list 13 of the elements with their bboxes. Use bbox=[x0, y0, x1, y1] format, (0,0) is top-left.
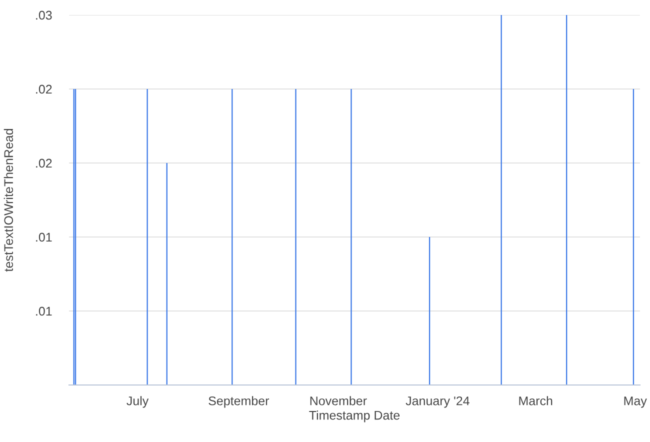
y-tick-label: .03 bbox=[36, 10, 52, 20]
x-tick-label: January '24 bbox=[406, 396, 470, 408]
y-tick-label: .02 bbox=[36, 84, 52, 94]
x-tick-label: July bbox=[126, 396, 149, 408]
x-axis-title: Timestamp Date bbox=[309, 410, 400, 422]
x-tick-label: March bbox=[519, 396, 552, 406]
x-tick-label: November bbox=[310, 396, 367, 406]
y-tick-label: .01 bbox=[36, 232, 52, 242]
x-tick-label: May bbox=[624, 396, 647, 408]
x-tick-label: September bbox=[208, 396, 270, 408]
y-tick-label: .01 bbox=[36, 306, 52, 316]
y-tick-label: .02 bbox=[36, 158, 52, 168]
y-axis-title: testTextIOWriteThenRead bbox=[4, 129, 14, 272]
